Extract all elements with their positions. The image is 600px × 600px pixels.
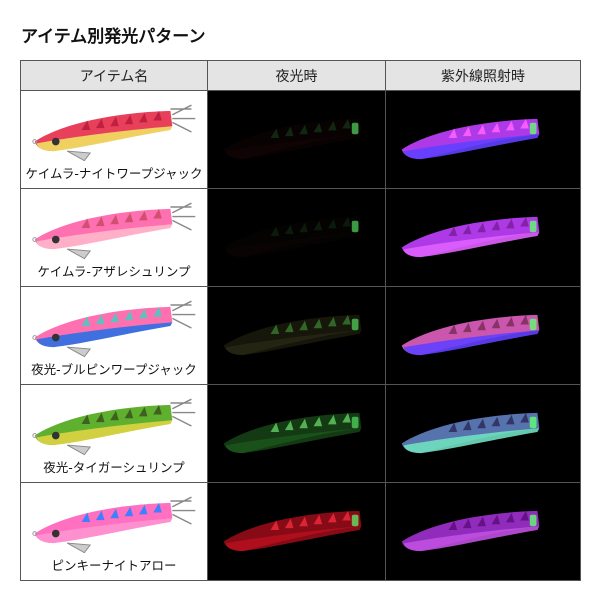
table-row: 夜光-ブルピンワープジャック [20, 286, 581, 385]
night-glow-image [223, 216, 362, 258]
uv-image [401, 216, 540, 258]
uv-cell [385, 384, 581, 483]
item-cell: 夜光-タイガーシュリンプ [20, 384, 208, 483]
glow-pattern-table: アイテム名 夜光時 紫外線照射時 ケイムラ-ナイトワープジャック ケイムラ-アザ… [20, 60, 581, 581]
header-item-name: アイテム名 [20, 60, 208, 91]
item-name: ケイムラ-アザレシュリンプ [37, 264, 191, 279]
item-name: 夜光-ブルピンワープジャック [31, 362, 197, 377]
night-glow-image [223, 510, 362, 552]
page-title: アイテム別発光パターン [21, 27, 206, 47]
table-header: アイテム名 夜光時 紫外線照射時 [20, 60, 581, 91]
night-glow-image [223, 118, 362, 160]
night-glow-cell [207, 286, 386, 385]
uv-cell [385, 90, 581, 189]
uv-image [401, 118, 540, 160]
uv-image [401, 510, 540, 552]
table-row: 夜光-タイガーシュリンプ [20, 384, 581, 483]
header-uv: 紫外線照射時 [385, 60, 581, 91]
item-name: 夜光-タイガーシュリンプ [43, 460, 185, 475]
lure-image [32, 104, 196, 162]
table-row: ケイムラ-ナイトワープジャック [20, 90, 581, 189]
uv-cell [385, 482, 581, 581]
night-glow-image [223, 314, 362, 356]
uv-cell [385, 188, 581, 287]
header-night: 夜光時 [207, 60, 386, 91]
table-row: ピンキーナイトアロー [20, 482, 581, 581]
item-cell: ケイムラ-ナイトワープジャック [20, 90, 208, 189]
item-cell: ケイムラ-アザレシュリンプ [20, 188, 208, 287]
night-glow-cell [207, 482, 386, 581]
night-glow-cell [207, 384, 386, 483]
item-cell: 夜光-ブルピンワープジャック [20, 286, 208, 385]
uv-cell [385, 286, 581, 385]
lure-image [32, 496, 196, 554]
table-row: ケイムラ-アザレシュリンプ [20, 188, 581, 287]
uv-image [401, 314, 540, 356]
night-glow-image [223, 412, 362, 454]
night-glow-cell [207, 90, 386, 189]
night-glow-cell [207, 188, 386, 287]
lure-image [32, 202, 196, 260]
item-name: ピンキーナイトアロー [51, 558, 177, 573]
item-cell: ピンキーナイトアロー [20, 482, 208, 581]
item-name: ケイムラ-ナイトワープジャック [25, 166, 203, 181]
lure-image [32, 398, 196, 456]
lure-image [32, 300, 196, 358]
uv-image [401, 412, 540, 454]
